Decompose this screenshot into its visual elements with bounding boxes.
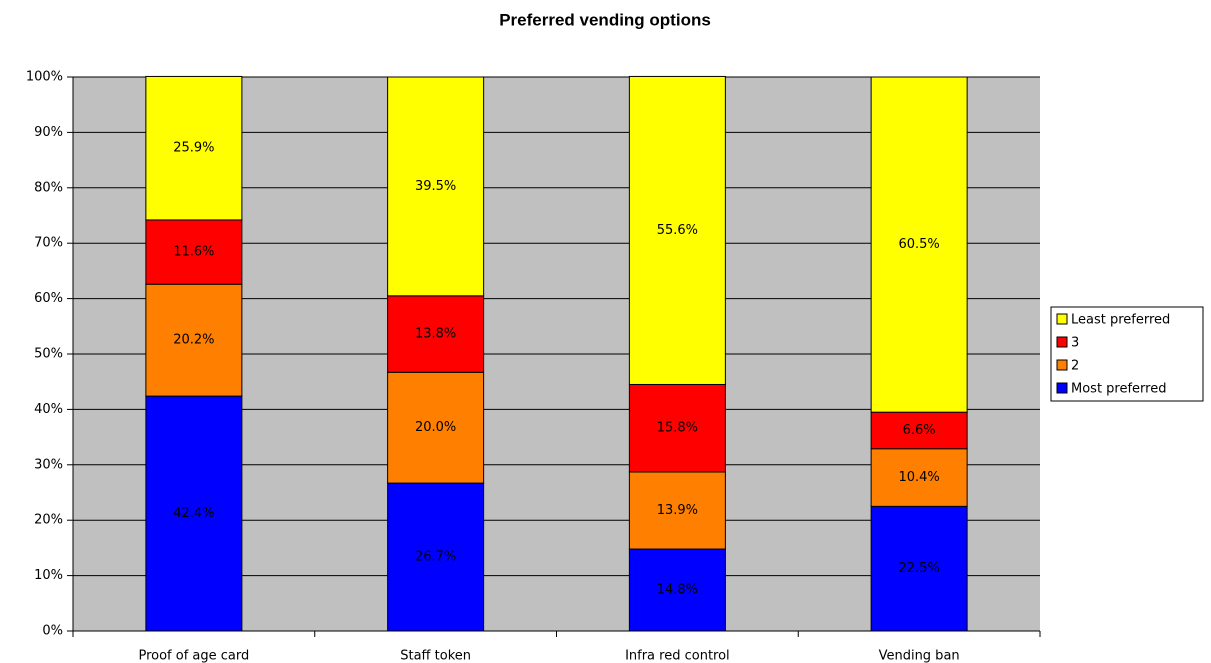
bar-segment — [870, 76, 968, 413]
value-label: 14.8% — [657, 583, 698, 598]
legend-label: Most preferred — [1071, 382, 1166, 397]
value-label: 20.2% — [173, 333, 214, 348]
x-tick-label: Infra red control — [625, 649, 730, 663]
legend-swatch — [1056, 336, 1068, 348]
bar-segment — [145, 219, 243, 285]
bar-segment — [387, 371, 485, 484]
value-label: 15.8% — [657, 421, 698, 436]
bar-segment — [870, 411, 968, 450]
value-label: 11.6% — [173, 245, 214, 260]
y-tick-label: 50% — [34, 347, 63, 362]
legend-label: 2 — [1071, 359, 1079, 374]
x-tick-label: Staff token — [400, 649, 471, 663]
y-tick-label: 80% — [34, 180, 63, 195]
legend-swatch — [1056, 359, 1068, 371]
bar-segment — [628, 471, 726, 550]
bar-segment — [387, 482, 485, 632]
y-tick-label: 90% — [34, 125, 63, 140]
x-tick-label: Proof of age card — [138, 649, 249, 663]
y-tick-label: 10% — [34, 568, 63, 583]
legend-swatch — [1056, 382, 1068, 394]
y-tick-label: 20% — [34, 513, 63, 528]
y-tick-label: 0% — [42, 624, 63, 639]
value-label: 60.5% — [898, 237, 939, 252]
legend-swatch — [1056, 313, 1068, 325]
value-label: 6.6% — [903, 423, 936, 438]
value-label: 20.0% — [415, 420, 456, 435]
value-label: 22.5% — [898, 561, 939, 576]
bar-segment — [628, 383, 726, 473]
legend-label: Least preferred — [1071, 313, 1170, 328]
bar-segment — [870, 505, 968, 632]
legend-label: 3 — [1071, 336, 1079, 351]
bar-segment — [145, 395, 243, 632]
y-tick-label: 40% — [34, 402, 63, 417]
bar-segment — [387, 76, 485, 297]
y-tick-label: 70% — [34, 236, 63, 251]
value-label: 25.9% — [173, 141, 214, 156]
value-label: 42.4% — [173, 506, 214, 521]
x-tick-label: Vending ban — [879, 649, 960, 663]
bar-segment — [387, 295, 485, 373]
value-label: 39.5% — [415, 179, 456, 194]
legend-box — [1050, 306, 1204, 402]
value-label: 55.6% — [657, 223, 698, 238]
value-label: 26.7% — [415, 550, 456, 565]
y-tick-label: 60% — [34, 291, 63, 306]
value-label: 13.8% — [415, 327, 456, 342]
bar-segment — [628, 548, 726, 632]
y-tick-label: 100% — [26, 70, 63, 85]
value-label: 13.9% — [657, 503, 698, 518]
chart-title: Preferred vending options — [499, 10, 711, 29]
y-tick-label: 30% — [34, 457, 63, 472]
bar-segment — [628, 75, 726, 385]
bar-segment — [145, 283, 243, 397]
value-label: 10.4% — [898, 470, 939, 485]
bar-segment — [870, 448, 968, 507]
bar-segment — [145, 75, 243, 221]
